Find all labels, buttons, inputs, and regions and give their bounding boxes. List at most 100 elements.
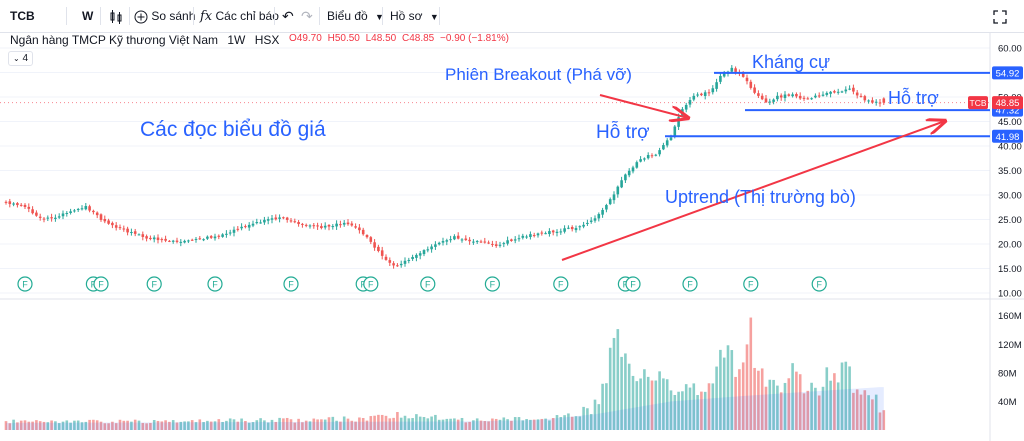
candle-body	[570, 226, 574, 230]
interval-button[interactable]: W	[82, 9, 94, 23]
candle-body	[456, 235, 460, 239]
volume-bar	[221, 421, 224, 430]
candle-body	[563, 228, 566, 232]
candle-body	[23, 204, 27, 207]
candle-body	[426, 249, 430, 251]
volume-bar	[149, 422, 152, 430]
volume-bar	[118, 419, 122, 430]
candle-body	[513, 239, 517, 241]
candle-body	[251, 223, 255, 226]
earnings-marker-label: F	[98, 280, 104, 290]
legend-toggle[interactable]: ⌄ 4	[8, 51, 34, 66]
volume-bar	[627, 363, 631, 430]
volume-bar	[31, 421, 34, 430]
candle-body	[795, 94, 798, 97]
candle-body	[882, 98, 886, 103]
profile-dropdown[interactable]: Hồ sơ ▼	[390, 0, 439, 32]
chevron-down-icon: ⌄	[13, 54, 20, 63]
redo-button[interactable]: ↷	[301, 0, 313, 32]
candle-body	[688, 100, 692, 105]
candle-body	[388, 260, 392, 263]
candle-body	[502, 243, 506, 245]
volume-bar	[456, 419, 460, 430]
volume-bar	[278, 417, 281, 430]
candle-body	[160, 239, 164, 241]
candle-body	[874, 101, 878, 103]
volume-bar	[316, 419, 319, 430]
volume-bar	[825, 367, 829, 430]
candle-body	[8, 201, 12, 205]
volume-bar	[320, 419, 323, 430]
candle-body	[741, 72, 745, 77]
volume-bar	[209, 421, 213, 430]
volume-bar	[35, 420, 38, 430]
volume-bar	[88, 419, 91, 430]
price-tick-label: 20.00	[998, 240, 1022, 251]
candle-body	[863, 96, 867, 101]
candle-body	[12, 203, 15, 205]
candle-body	[532, 235, 536, 237]
candle-body	[346, 222, 350, 225]
volume-bar	[601, 383, 604, 430]
earnings-marker	[146, 276, 162, 292]
candle-body	[133, 231, 137, 234]
candle-body	[749, 81, 753, 88]
volume-bar	[171, 420, 175, 430]
candle-body	[848, 88, 851, 90]
volume-bar	[365, 420, 369, 430]
volume-bar	[578, 416, 582, 430]
volume-bar	[726, 345, 730, 430]
compare-button[interactable]: So sánh	[134, 0, 195, 32]
last-price-symbol-tag	[968, 96, 988, 110]
volume-bar	[711, 383, 715, 430]
candle-body	[631, 167, 635, 172]
volume-bar	[392, 417, 395, 430]
volume-bar	[449, 418, 452, 430]
volume-bar	[373, 415, 376, 430]
candle-body	[282, 217, 285, 219]
volume-bar	[217, 419, 221, 430]
candle-body	[80, 208, 84, 210]
volume-bar	[776, 385, 779, 430]
volume-bar	[126, 420, 129, 430]
candle-body	[612, 194, 616, 201]
candle-body	[692, 95, 696, 100]
candle-body	[175, 240, 179, 242]
candle-body	[38, 216, 42, 218]
fullscreen-button[interactable]	[993, 0, 1007, 32]
volume-bar	[206, 420, 209, 430]
annotation-support-left: Hỗ trợ	[596, 121, 650, 143]
candle-body	[57, 216, 61, 218]
candle-body	[183, 240, 186, 243]
earnings-marker	[811, 276, 827, 292]
undo-button[interactable]: ↶	[282, 0, 294, 32]
candle-body	[536, 233, 540, 236]
compare-label: So sánh	[151, 9, 196, 23]
chart-type-dropdown[interactable]: Biểu đồ ▼	[327, 0, 384, 32]
candle-body	[437, 242, 441, 245]
price-tick-label: 30.00	[998, 191, 1022, 202]
candle-body	[50, 217, 53, 219]
candle-body	[415, 254, 418, 258]
indicators-button[interactable]: fx Các chỉ báo	[200, 0, 279, 32]
volume-bar	[99, 421, 103, 430]
toolbar-divider	[100, 7, 101, 25]
open-value: O49.70	[289, 33, 322, 44]
toolbar-divider	[382, 7, 383, 25]
candle-body	[301, 223, 304, 225]
candle-body	[559, 231, 563, 233]
candle-style-button[interactable]	[108, 0, 124, 32]
candle-body	[369, 237, 373, 242]
volume-bar	[453, 418, 456, 430]
volume-bar	[225, 420, 228, 430]
symbol-search-button[interactable]: TCB	[10, 9, 35, 23]
volume-bar	[779, 392, 783, 430]
candle-body	[597, 214, 601, 219]
candle-body	[798, 95, 802, 99]
candle-body	[236, 228, 240, 230]
volume-bar	[681, 391, 684, 430]
candle-body	[760, 95, 764, 100]
volume-bar	[42, 421, 46, 430]
volume-bar	[285, 417, 289, 430]
